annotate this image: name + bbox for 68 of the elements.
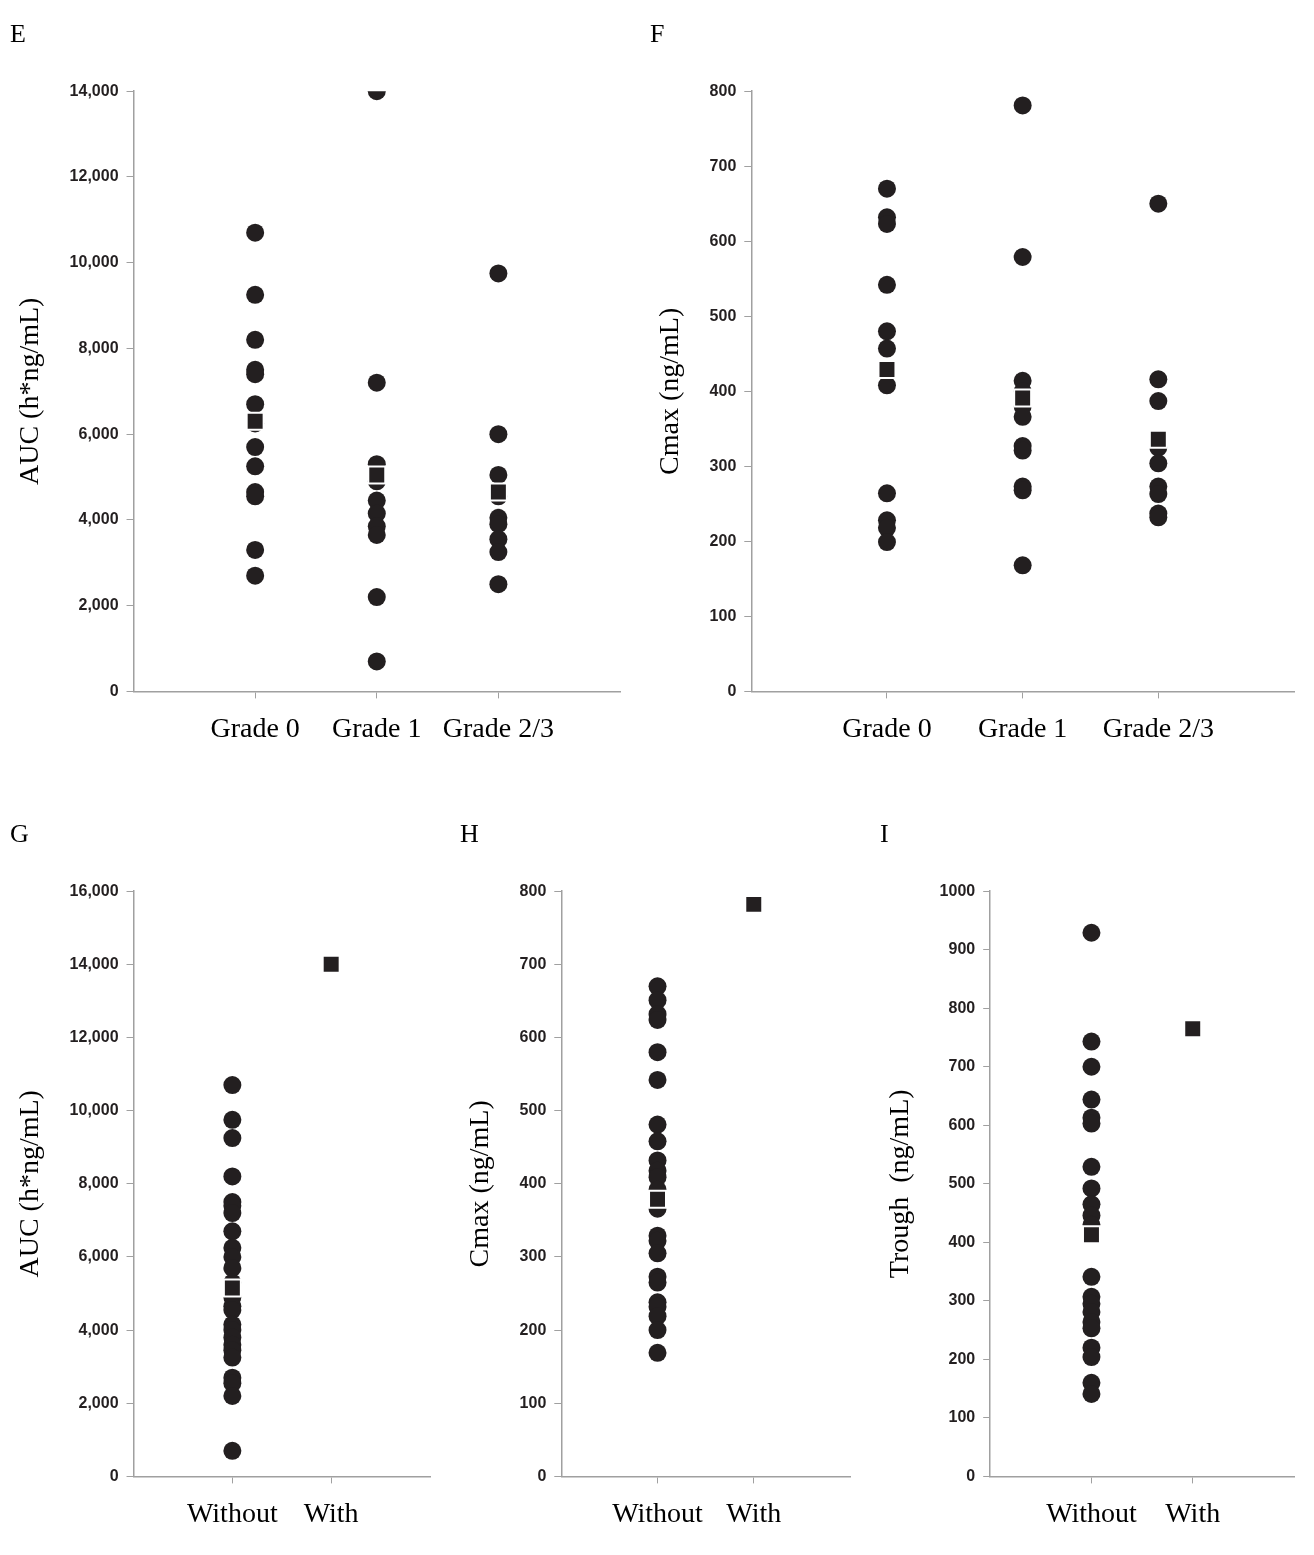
y-tick-label: 100 [709,606,737,624]
y-tick-label: 400 [519,1174,547,1192]
x-tick-label: Grade 0 [210,711,300,743]
x-tick-label: With [1165,1496,1221,1528]
y-tick-label: 0 [109,1466,119,1484]
chart-title: E [10,19,26,49]
y-tick-label: 0 [727,681,737,699]
y-tick-label: 700 [519,954,547,972]
y-tick-label: 800 [519,881,547,899]
y-tick-label: 500 [519,1101,547,1119]
y-tick-label: 700 [948,1057,976,1075]
y-tick-label: 500 [709,306,737,324]
chart-title: G [10,819,29,849]
y-tick-label: 800 [709,81,737,99]
y-tick-label: 100 [519,1393,547,1411]
y-tick-label: 300 [519,1247,547,1265]
y-tick-label: 300 [709,456,737,474]
y-tick-label: 12,000 [69,1027,119,1045]
y-tick-label: 10,000 [69,253,119,271]
x-tick-label: Without [187,1496,278,1528]
y-axis-title: Cmax (ng/mL) [653,307,685,475]
y-tick-label: 500 [948,1174,976,1192]
y-tick-label: 200 [948,1349,976,1367]
y-tick-label: 400 [948,1232,976,1250]
y-tick-label: 900 [948,940,976,958]
y-tick-label: 400 [709,381,737,399]
y-tick-label: 2,000 [78,1393,119,1411]
x-tick-label: Grade 0 [842,711,932,743]
x-tick-label: Without [612,1496,704,1528]
y-axis-title: AUC (h*ng/mL) [13,1090,45,1278]
x-tick-label: Grade 1 [977,711,1068,743]
x-tick-label: Grade 2/3 [1102,711,1214,743]
y-tick-label: 0 [537,1466,547,1484]
chart-title: I [880,819,889,849]
x-tick-label: With [303,1496,359,1528]
y-tick-label: 800 [948,998,976,1016]
y-tick-label: 4,000 [78,1320,119,1338]
y-axis-title: Cmax (ng/mL) [463,1100,495,1268]
y-tick-label: 14,000 [69,954,119,972]
x-tick-label: Grade 2/3 [442,711,554,743]
y-tick-label: 16,000 [69,881,119,899]
y-tick-label: 4,000 [78,510,119,528]
y-tick-label: 200 [519,1320,547,1338]
y-tick-label: 12,000 [69,167,119,185]
chart-title: F [650,19,665,49]
y-tick-label: 2,000 [78,596,119,614]
x-tick-label: With [726,1496,782,1528]
y-tick-label: 600 [948,1115,976,1133]
chart-title: H [460,819,479,849]
y-tick-label: 10,000 [69,1101,119,1119]
x-tick-label: Grade 1 [332,711,422,743]
y-tick-label: 300 [948,1291,976,1309]
y-tick-label: 600 [519,1027,547,1045]
y-tick-label: 0 [966,1466,976,1484]
y-axis-title: AUC (h*ng/mL) [13,297,45,486]
y-tick-label: 1000 [939,881,976,899]
x-tick-label: Without [1046,1496,1137,1528]
y-tick-label: 8,000 [78,338,119,356]
y-tick-label: 6,000 [78,1247,119,1265]
y-tick-label: 100 [948,1408,976,1426]
y-tick-label: 0 [109,681,119,699]
y-axis-title: Trough (ng/mL) [883,1089,915,1279]
y-tick-label: 700 [709,156,737,174]
y-tick-label: 6,000 [78,424,119,442]
y-tick-label: 600 [709,231,737,249]
y-tick-label: 14,000 [69,81,119,99]
y-tick-label: 200 [709,531,737,549]
y-tick-label: 8,000 [78,1174,119,1192]
